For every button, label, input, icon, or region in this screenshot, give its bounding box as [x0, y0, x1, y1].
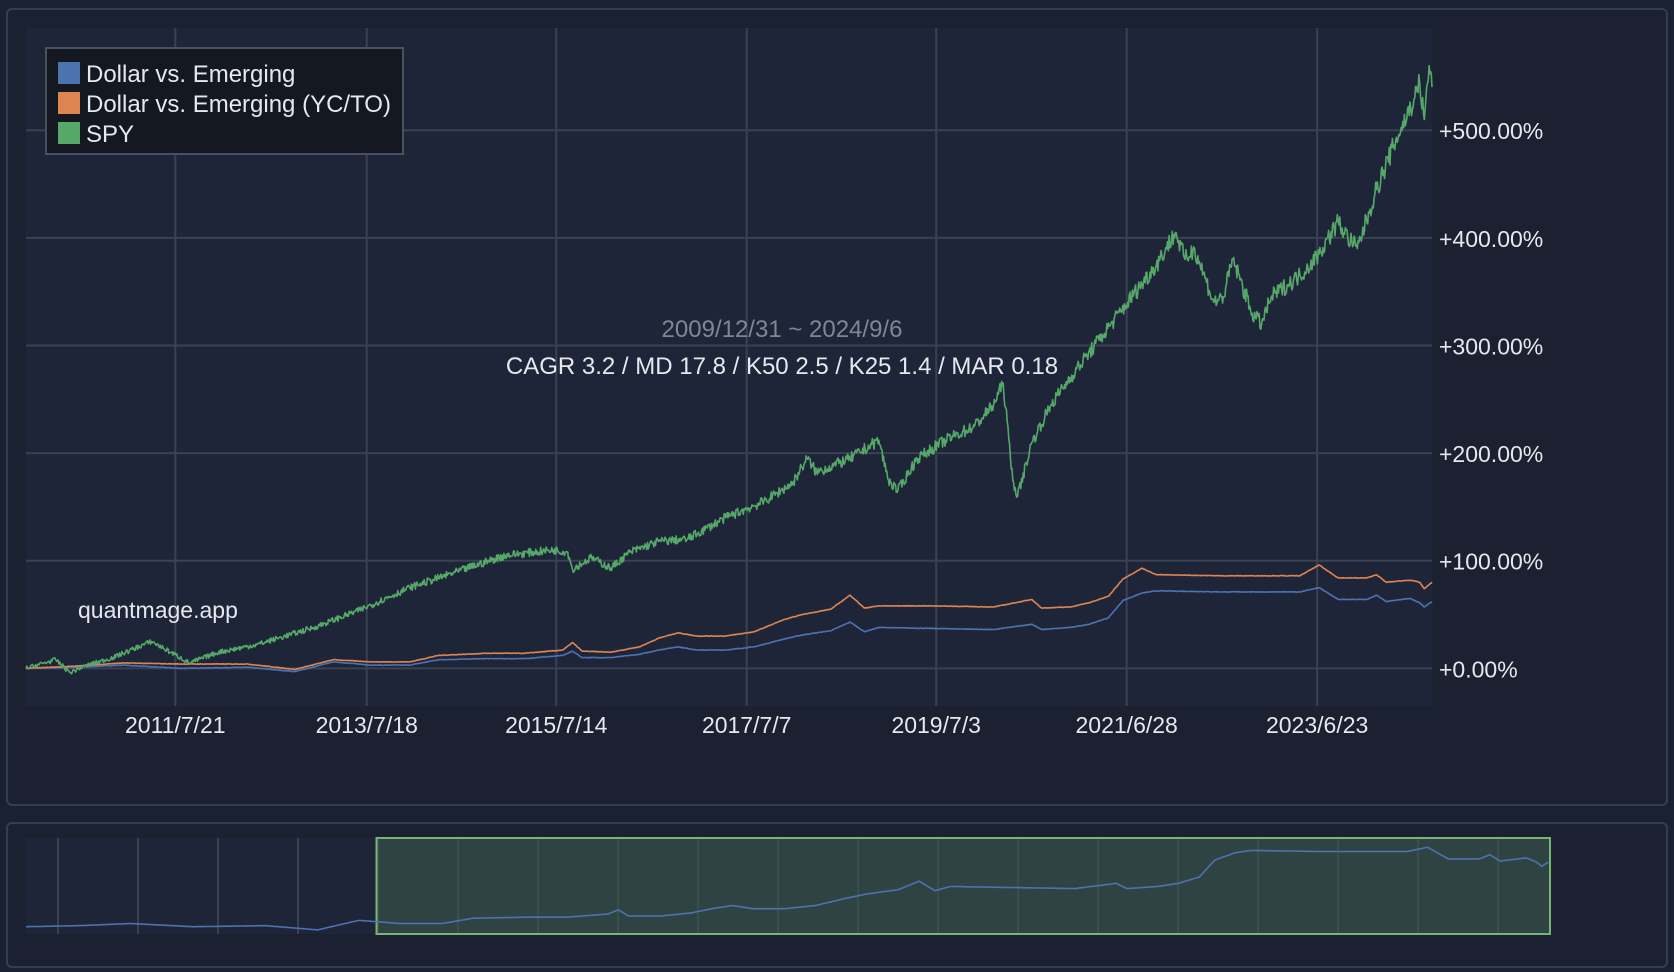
x-tick-label: 2015/7/14: [505, 712, 608, 738]
x-axis-ticks: 2011/7/21 2013/7/18 2015/7/14 2017/7/7 2019/…: [125, 712, 1368, 738]
series-line-1: [25, 586, 1433, 673]
chart-title: 2009/12/31 ~ 2024/9/6: [662, 316, 903, 343]
main-chart-panel: +0.00% +100.00% +200.00% +300.00% +400.00% +5…: [6, 8, 1668, 806]
y-tick-label: +200.00%: [1439, 441, 1543, 467]
x-tick-label: 2011/7/21: [125, 712, 226, 738]
chart-subtitle: CAGR 3.2 / MD 17.8 / K50 2.5 / K25 1.4 /…: [506, 353, 1058, 380]
legend-swatch-2: [58, 92, 80, 114]
y-tick-label: +300.00%: [1439, 333, 1543, 359]
legend-label-2[interactable]: Dollar vs. Emerging (YC/TO): [86, 91, 391, 118]
legend-box: [45, 47, 404, 155]
navigator-chart[interactable]: [8, 824, 1666, 966]
y-tick-label: +0.00%: [1439, 656, 1518, 682]
legend-swatch-3: [58, 122, 80, 144]
x-tick-label: 2017/7/7: [702, 712, 792, 738]
y-axis-ticks: +0.00% +100.00% +200.00% +300.00% +400.00% +5…: [1439, 118, 1543, 682]
series-line-3: [25, 64, 1433, 675]
series-line-2: [25, 564, 1433, 671]
legend: Dollar vs. Emerging Dollar vs. Emerging …: [45, 47, 404, 155]
y-tick-label: +500.00%: [1439, 118, 1543, 144]
navigator-series-line: [26, 846, 1549, 931]
legend-label-1[interactable]: Dollar vs. Emerging: [86, 61, 295, 88]
x-tick-label: 2019/7/3: [891, 712, 981, 738]
x-tick-label: 2021/6/28: [1076, 712, 1178, 738]
watermark: quantmage.app: [78, 597, 238, 623]
y-tick-label: +100.00%: [1439, 549, 1543, 575]
y-tick-label: +400.00%: [1439, 226, 1543, 252]
performance-chart[interactable]: +0.00% +100.00% +200.00% +300.00% +400.00% +5…: [8, 10, 1666, 804]
legend-swatch-1: [58, 62, 80, 84]
navigator-line: [26, 846, 1549, 931]
legend-label-3[interactable]: SPY: [86, 121, 134, 148]
x-tick-label: 2013/7/18: [316, 712, 418, 738]
navigator-panel: [6, 822, 1668, 968]
series-lines: [25, 64, 1433, 675]
x-tick-label: 2023/6/23: [1266, 712, 1368, 738]
